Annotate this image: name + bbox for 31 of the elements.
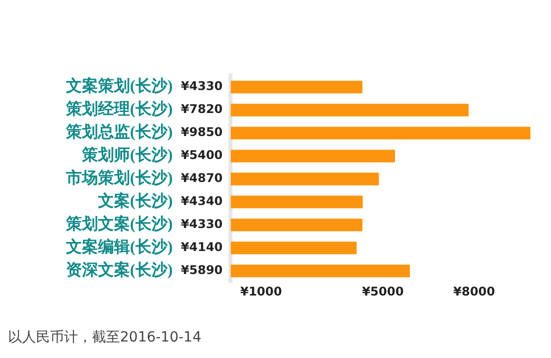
bar <box>230 80 362 94</box>
x-tick-label: ¥5000 <box>362 284 404 299</box>
y-tick-label: 策划文案(长沙) <box>65 214 173 234</box>
y-tick-label: 策划总监(长沙) <box>65 123 173 142</box>
y-tick-label: 策划师(长沙) <box>81 146 173 164</box>
y-tick-label: 文案(长沙) <box>97 191 173 210</box>
data-label: ¥9850 <box>180 125 223 140</box>
data-label: ¥5890 <box>180 263 223 278</box>
bar <box>230 172 379 186</box>
y-tick-label: 文案编辑(长沙) <box>65 237 173 256</box>
y-tick-label: 策划经理(长沙) <box>65 100 173 118</box>
data-label: ¥4870 <box>180 171 223 186</box>
y-tick-label: 资深文案(长沙) <box>66 260 173 280</box>
x-tick-label: ¥1000 <box>240 284 282 299</box>
bar <box>230 196 363 208</box>
data-label: ¥5400 <box>180 148 223 162</box>
data-label: ¥4140 <box>180 240 223 254</box>
y-tick-label: 市场策划(长沙) <box>65 169 173 188</box>
bar <box>230 150 395 162</box>
data-label: ¥4330 <box>180 217 223 232</box>
bar <box>230 264 410 278</box>
text: 以人民币计，截至2016-10-14 <box>8 330 202 346</box>
bar <box>230 104 469 116</box>
data-label: ¥4340 <box>180 194 223 208</box>
data-label: ¥4330 <box>180 79 223 94</box>
bar <box>230 126 530 140</box>
data-label: ¥7820 <box>180 102 223 116</box>
x-tick-label: ¥8000 <box>453 284 496 299</box>
y-tick-label: 文案策划(长沙) <box>65 76 173 96</box>
bar <box>230 218 362 232</box>
bar <box>230 242 357 254</box>
